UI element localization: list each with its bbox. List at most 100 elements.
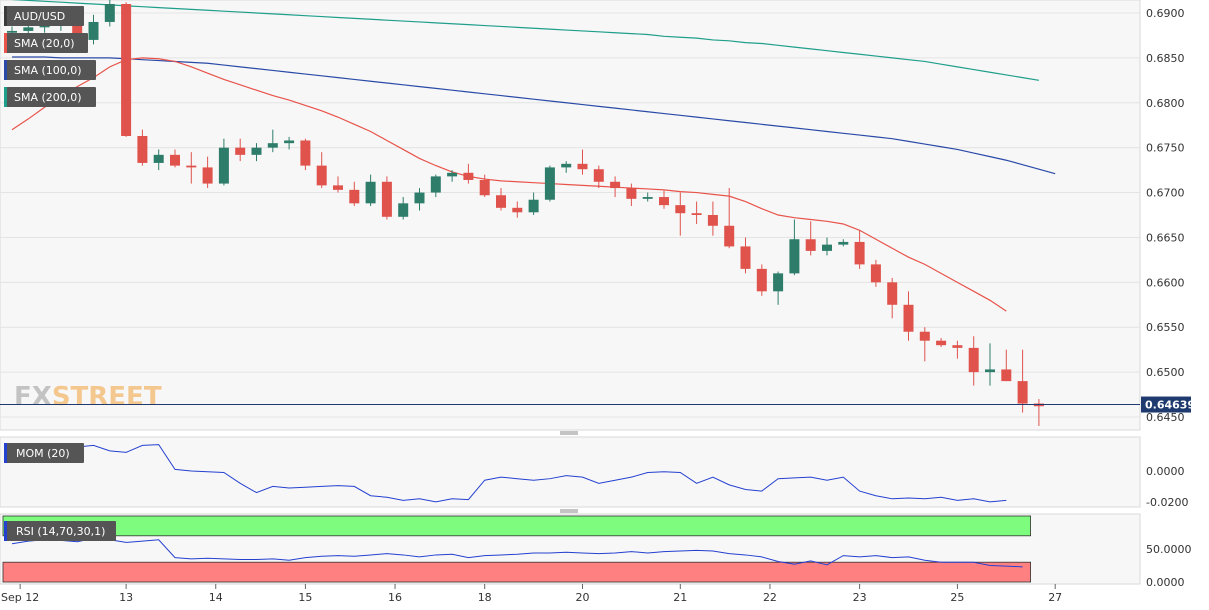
candle-body bbox=[1017, 381, 1028, 404]
candle-body bbox=[773, 273, 784, 292]
legend-swatch-sma20 bbox=[4, 33, 7, 53]
candle bbox=[544, 165, 555, 202]
legend-tag-sma20[interactable]: SMA (20,0) bbox=[4, 33, 88, 53]
legend-label-sma200: SMA (200,0) bbox=[14, 91, 82, 104]
candle bbox=[707, 201, 718, 236]
candle-body bbox=[822, 244, 832, 251]
candle-body bbox=[952, 345, 963, 348]
candle bbox=[724, 188, 735, 249]
legend-tag-symbol[interactable]: AUD/USD bbox=[4, 6, 84, 26]
candle bbox=[740, 237, 751, 274]
candle bbox=[773, 271, 784, 305]
fxstreet-watermark: FXSTREET bbox=[14, 382, 162, 412]
date-axis: Sep 12 13 14 15 16 18 20 21 22 23 25 27 bbox=[1, 584, 1062, 604]
candles bbox=[7, 0, 1044, 426]
candle-body bbox=[23, 27, 34, 31]
date-label: Sep 12 bbox=[1, 591, 39, 604]
candle-body bbox=[104, 4, 115, 22]
candle-body bbox=[903, 304, 914, 332]
legend-tag-sma200[interactable]: SMA (200,0) bbox=[4, 87, 96, 107]
candle bbox=[300, 138, 311, 171]
price-tick-label: 0.6450 bbox=[1146, 411, 1185, 424]
date-label: 14 bbox=[209, 591, 223, 604]
candle-body bbox=[642, 197, 653, 199]
candle bbox=[496, 188, 506, 211]
candle bbox=[936, 338, 947, 347]
legend-swatch-sma200 bbox=[4, 87, 7, 107]
candle-body bbox=[381, 181, 392, 217]
candle bbox=[854, 230, 865, 269]
legend-label-rsi: RSI (14,70,30,1) bbox=[16, 525, 105, 538]
price-axis: 0.6900 0.6850 0.6800 0.6750 0.6700 0.6650 0.66… bbox=[1146, 7, 1185, 424]
panel-resize-handle-mom[interactable] bbox=[560, 431, 578, 435]
candle bbox=[284, 136, 295, 150]
rsi-zones bbox=[2, 515, 1031, 583]
candle bbox=[512, 201, 523, 218]
candle bbox=[1001, 349, 1012, 382]
candle-body bbox=[186, 165, 197, 168]
candle bbox=[121, 2, 132, 137]
candle-body bbox=[870, 264, 881, 283]
candle-body bbox=[887, 282, 898, 305]
price-gridlines bbox=[0, 12, 1140, 418]
candle bbox=[1017, 349, 1028, 413]
candle-body bbox=[936, 340, 947, 346]
candle bbox=[561, 161, 572, 173]
candle-body bbox=[707, 215, 718, 226]
candle-body bbox=[284, 140, 295, 144]
candle bbox=[691, 201, 702, 224]
candle-body bbox=[414, 192, 425, 204]
price-tick-label: 0.6800 bbox=[1146, 97, 1185, 110]
candle bbox=[430, 174, 441, 198]
price-tick-label: 0.6850 bbox=[1146, 52, 1185, 65]
candle-body bbox=[430, 176, 441, 193]
candle bbox=[887, 277, 898, 319]
candle-body bbox=[593, 169, 604, 182]
candle bbox=[675, 192, 686, 236]
candle bbox=[659, 190, 669, 209]
price-tick-label: 0.6750 bbox=[1146, 142, 1185, 155]
indicator-lines bbox=[11, 444, 1023, 568]
candle bbox=[577, 149, 588, 175]
rsi-line bbox=[11, 537, 1023, 568]
candle bbox=[365, 174, 376, 207]
legend-tag-rsi[interactable]: RSI (14,70,30,1) bbox=[4, 521, 116, 541]
candle bbox=[985, 343, 995, 386]
mom-tick-label: -0.0200 bbox=[1146, 496, 1188, 509]
candle-body bbox=[300, 140, 311, 166]
date-label: 18 bbox=[478, 591, 492, 604]
candle-body bbox=[496, 195, 506, 208]
candle-body bbox=[333, 185, 343, 190]
rsi-tick-label: 50.0000 bbox=[1146, 543, 1192, 556]
date-label: 13 bbox=[119, 591, 133, 604]
candle bbox=[479, 174, 490, 198]
date-label: 27 bbox=[1048, 591, 1062, 604]
candle bbox=[333, 176, 343, 193]
rsi-oversold-zone bbox=[2, 561, 1031, 583]
candle bbox=[593, 165, 604, 189]
candle-body bbox=[626, 188, 637, 199]
candle bbox=[528, 192, 539, 215]
price-tick-label: 0.6600 bbox=[1146, 276, 1185, 289]
candle bbox=[952, 340, 963, 359]
legend-swatch-sma100 bbox=[4, 60, 7, 80]
candle bbox=[398, 197, 409, 220]
candle-body bbox=[170, 154, 180, 166]
panel-resize-handle-rsi[interactable] bbox=[560, 509, 578, 513]
rsi-overbought-zone bbox=[2, 515, 1031, 537]
candle-body bbox=[985, 369, 995, 373]
candle-body bbox=[398, 203, 409, 217]
candle bbox=[218, 138, 229, 186]
date-label: 15 bbox=[298, 591, 312, 604]
mom-tick-label: 0.0000 bbox=[1146, 465, 1185, 478]
candle-body bbox=[72, 17, 83, 40]
candle bbox=[186, 152, 197, 184]
legend-tag-mom[interactable]: MOM (20) bbox=[4, 443, 84, 463]
candle-body bbox=[789, 239, 800, 274]
candle bbox=[235, 138, 246, 162]
mom-line bbox=[11, 444, 1007, 503]
last-price-tag: 0.64639 bbox=[1141, 396, 1195, 413]
candle bbox=[88, 14, 99, 45]
legend-tag-sma100[interactable]: SMA (100,0) bbox=[4, 60, 96, 80]
candle bbox=[349, 181, 360, 207]
